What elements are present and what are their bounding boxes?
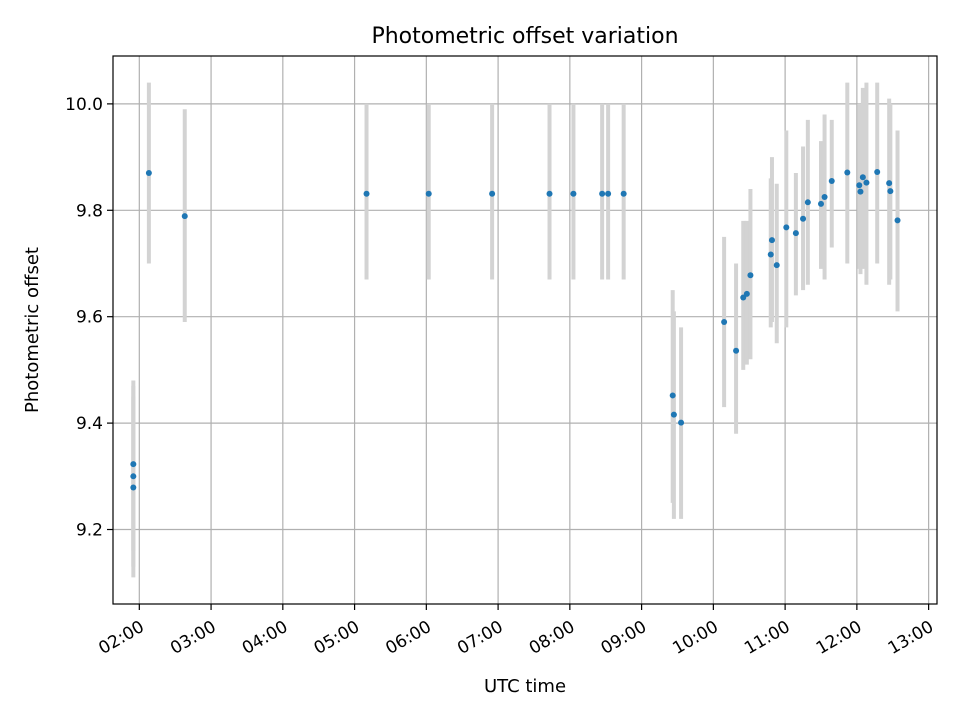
data-point (181, 213, 188, 220)
data-point (425, 190, 432, 197)
data-point (768, 237, 775, 244)
y-tick-label: 9.8 (76, 201, 103, 221)
data-point (859, 174, 866, 181)
data-point (800, 215, 807, 222)
data-point (605, 190, 612, 197)
data-point (678, 419, 685, 426)
data-point (130, 461, 137, 468)
data-point (887, 188, 894, 195)
data-point (767, 251, 774, 258)
data-point (130, 473, 137, 480)
data-point (773, 262, 780, 269)
data-point (363, 190, 370, 197)
data-point (743, 290, 750, 297)
data-point (546, 190, 553, 197)
data-point (721, 319, 728, 326)
data-point (844, 169, 851, 176)
data-point (669, 392, 676, 399)
y-tick-label: 9.6 (76, 308, 103, 328)
data-point (821, 193, 828, 200)
data-point (130, 484, 137, 491)
data-point (856, 182, 863, 189)
data-point (599, 190, 606, 197)
x-axis-label: UTC time (484, 676, 566, 697)
data-point (886, 180, 893, 187)
grid-lines (113, 56, 937, 604)
data-point (804, 199, 811, 206)
data-point (792, 230, 799, 237)
data-point (857, 188, 864, 195)
data-point (783, 224, 790, 231)
y-tick-label: 9.4 (76, 414, 103, 434)
data-point (670, 411, 677, 418)
data-point (489, 190, 496, 197)
axes-frame (112, 55, 938, 605)
data-point (145, 170, 152, 177)
chart-title: Photometric offset variation (371, 24, 678, 49)
data-point (817, 200, 824, 207)
data-point (733, 347, 740, 354)
data-point (863, 179, 870, 186)
data-point (747, 272, 754, 279)
data-point (874, 168, 881, 175)
data-point (620, 190, 627, 197)
data-point (828, 178, 835, 185)
data-points (130, 168, 901, 491)
y-tick-label: 9.2 (76, 521, 103, 541)
data-point (740, 294, 747, 301)
y-axis-label: Photometric offset (22, 247, 43, 413)
y-axis-ticks: 9.2 9.4 9.6 9.8 10.0 (65, 95, 113, 541)
y-tick-label: 10.0 (65, 95, 103, 115)
data-point (570, 190, 577, 197)
data-point (894, 217, 901, 224)
